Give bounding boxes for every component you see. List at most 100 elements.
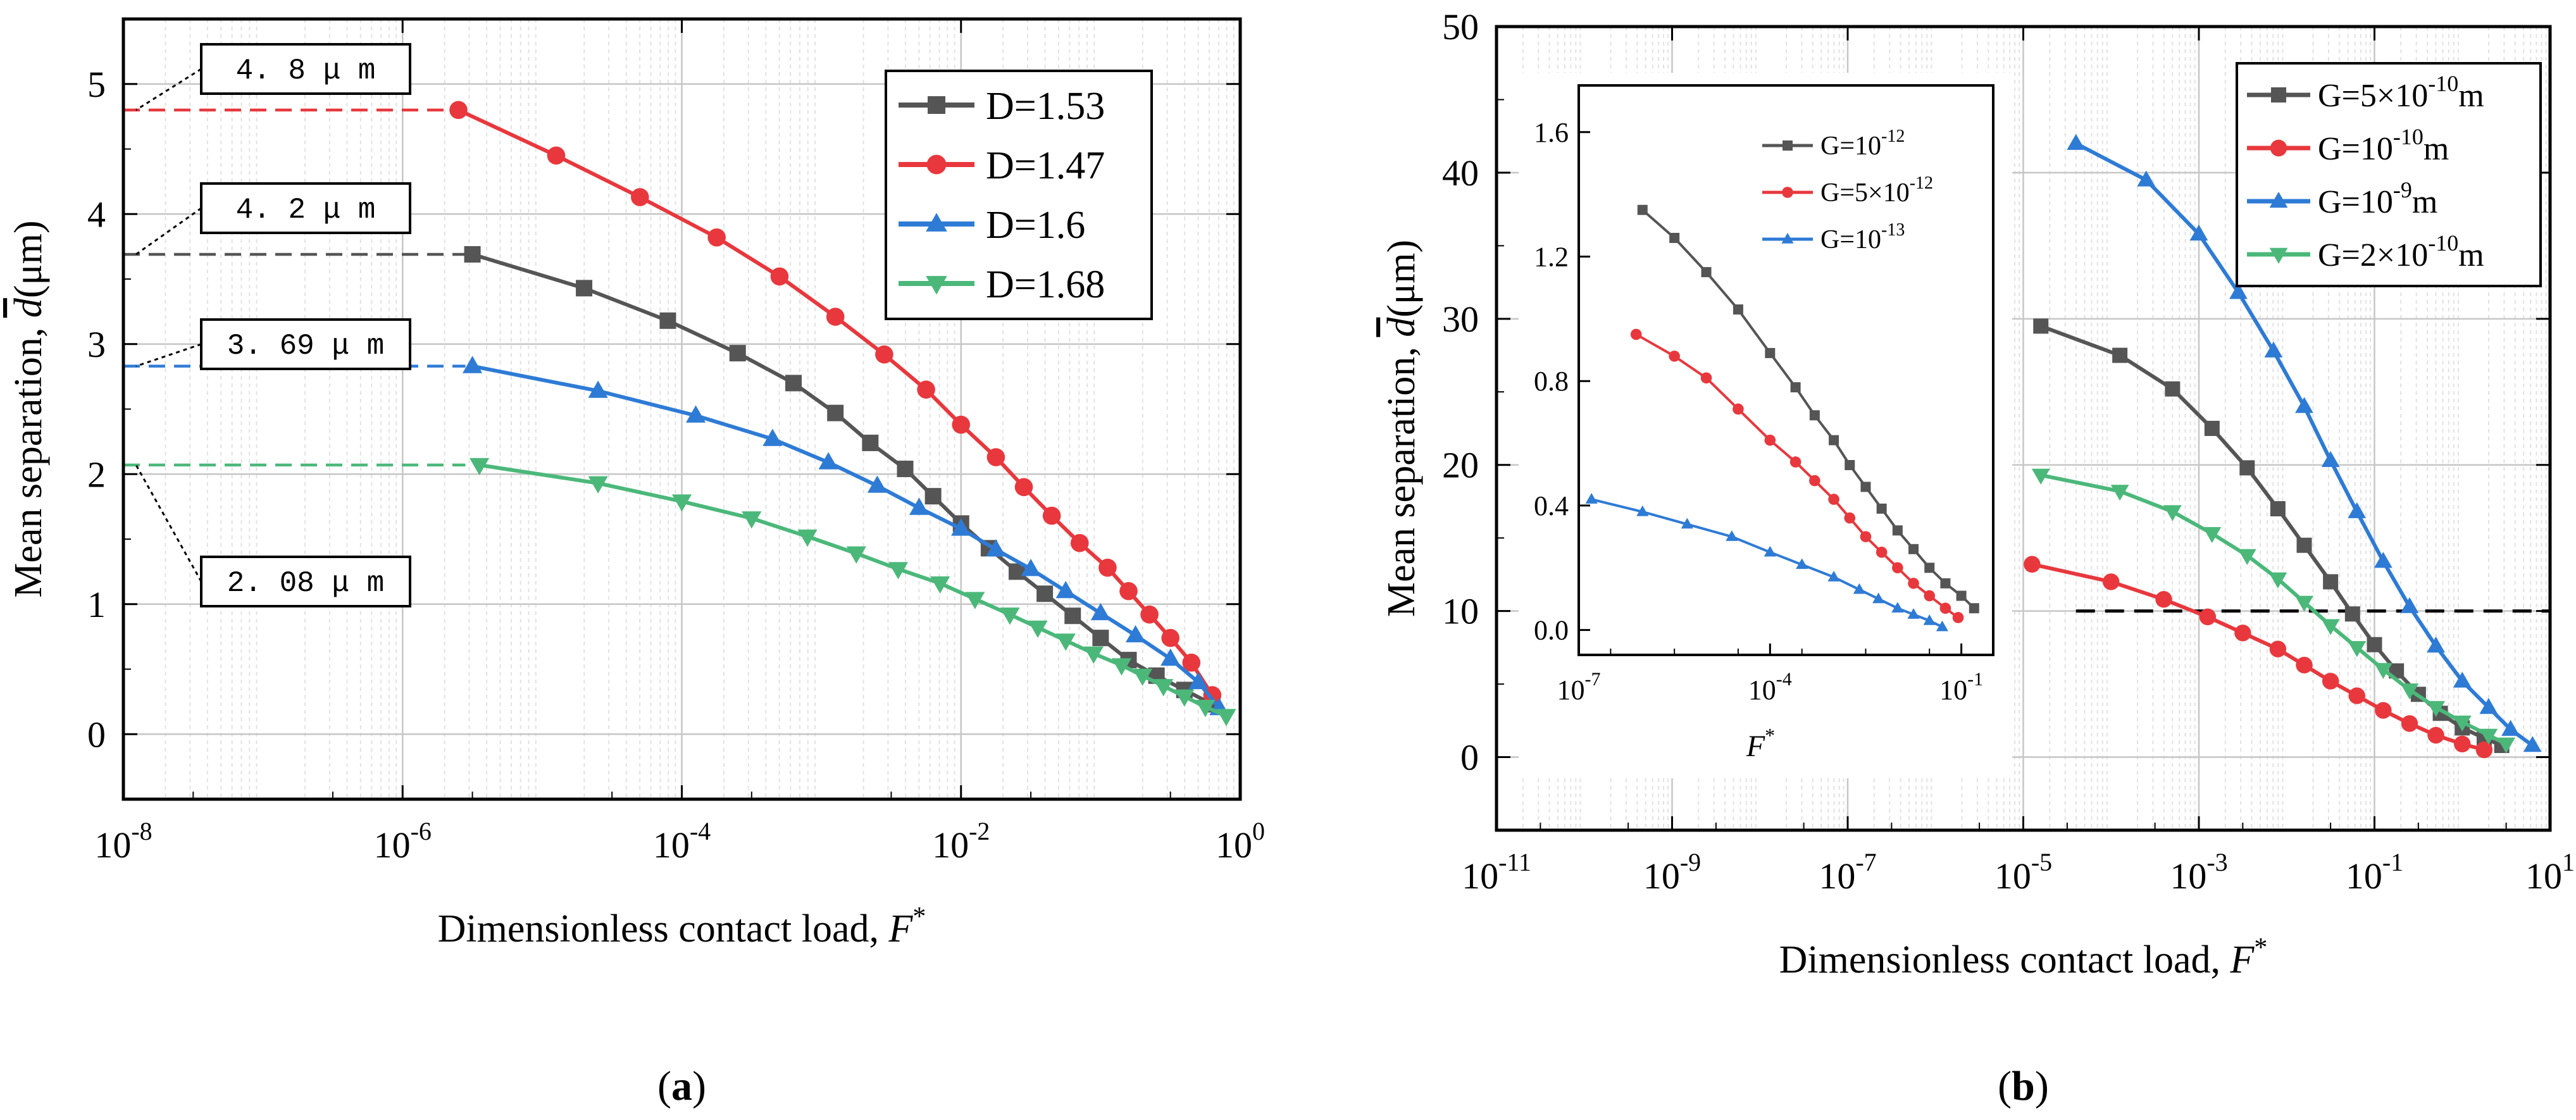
x-tick-label: 10-9 [1643, 848, 1701, 897]
a-data-point [1064, 607, 1081, 625]
b-data-point [2321, 619, 2340, 635]
b-data-point [2523, 736, 2542, 752]
a-data-point [1028, 620, 1048, 638]
b-data-point [2033, 318, 2049, 334]
inset-data-point [1969, 603, 1979, 614]
legend-marker [2269, 247, 2288, 264]
b-series-2 [2024, 556, 2493, 759]
b-data-point [2163, 505, 2182, 521]
a-data-point [1070, 533, 1089, 552]
a-data-point [1021, 559, 1041, 576]
panel-caption: (a) [657, 1063, 706, 1109]
inset-data-point [1872, 592, 1885, 604]
a-data-point [659, 312, 676, 329]
inset-data-point [1585, 493, 1598, 504]
b-data-point [2296, 656, 2313, 674]
b-data-point [2453, 715, 2472, 732]
b-data-point [2024, 556, 2041, 573]
x-axis-label: Dimensionless contact load, F* [1779, 933, 2268, 981]
inset-data-point [1860, 482, 1871, 492]
a-data-point [1014, 478, 1033, 497]
a-data-point [1174, 689, 1195, 707]
legend-label: D=1.68 [986, 263, 1105, 306]
b-series-4 [2031, 468, 2516, 754]
b-data-point [2479, 728, 2498, 745]
inset-background [1519, 73, 2012, 778]
x-tick-label: 10-3 [2170, 848, 2227, 897]
annotation-label: 3. 69 μ m [227, 330, 384, 363]
annotation-box [200, 43, 411, 95]
a-data-point [770, 267, 789, 286]
inset-data-point [1809, 475, 1820, 487]
b-data-point [2501, 719, 2520, 736]
b-data-point [2229, 283, 2248, 299]
a-data-point [729, 345, 746, 362]
legend-marker [2270, 139, 2287, 157]
x-tick-label: 10-2 [932, 817, 990, 866]
inset-data-point [1892, 562, 1903, 574]
inset-series-2 [1630, 328, 1964, 623]
b-data-point [2367, 637, 2382, 652]
a-data-point [707, 228, 726, 247]
x-tick-label: 10-4 [1748, 669, 1792, 706]
a-data-point [924, 488, 942, 505]
legend-marker [926, 276, 947, 295]
legend-marker [1782, 187, 1793, 198]
b-data-point [2427, 726, 2444, 744]
a-series-4 [469, 457, 1236, 726]
inset-data-point [1853, 583, 1865, 594]
inset-data-point [1636, 505, 1649, 516]
y-tick-label: 20 [1442, 445, 1479, 486]
inset-data-point [1796, 558, 1808, 569]
inset-data-point [1956, 590, 1967, 601]
b-data-point [2375, 702, 2392, 719]
legend-marker [928, 96, 945, 114]
a-data-point [1083, 646, 1104, 664]
a-data-point [818, 452, 838, 470]
y-tick-label: 40 [1442, 152, 1479, 194]
a-data-point [1140, 605, 1159, 624]
a-data-point [1055, 580, 1076, 599]
y-tick-label: 1.6 [1534, 117, 1569, 148]
y-tick-label: 0.8 [1534, 366, 1569, 397]
inset-data-point [1940, 578, 1951, 588]
inset-series-1 [1637, 204, 1979, 614]
a-data-point [909, 497, 930, 515]
a-data-point [469, 457, 490, 476]
y-tick-label: 1.2 [1534, 241, 1569, 272]
inset-series-line [1635, 333, 1959, 619]
inset-data-point [1876, 503, 1887, 514]
b-data-point [2400, 597, 2419, 613]
a-data-point [1154, 679, 1174, 697]
a-data-point [965, 592, 985, 609]
a-data-point [986, 539, 1006, 557]
inset-series-3 [1585, 493, 1948, 632]
inset-data-point [1701, 267, 1712, 278]
a-data-point [875, 345, 893, 364]
chart-panel-a: 10-8 10-6 10-4 10-2 100 0 1 2 3 4 5 Mean separation… [7, 17, 1265, 1109]
b-data-point [2269, 640, 2287, 657]
a-data-point [952, 415, 971, 434]
x-tick-label: 10-8 [94, 817, 152, 866]
inset-data-point [1924, 590, 1936, 602]
legend-label: G=10-13 [1820, 220, 1905, 254]
a-data-point [1098, 558, 1117, 577]
x-tick-label: 10-7 [1557, 669, 1601, 706]
legend-marker [2271, 87, 2286, 103]
b-data-point [2348, 641, 2367, 657]
y-tick-label: 1 [87, 584, 106, 625]
a-data-point [1119, 582, 1138, 600]
inset-chart: 10-7 10-4 10-1 0.0 0.4 0.8 1.2 1.6 F* G=10-12 G=5×… [1519, 73, 2012, 778]
annotation-box [200, 556, 411, 607]
x-tick-label: 10-1 [2346, 848, 2403, 897]
b-data-point [2344, 606, 2360, 622]
annotation-label: 4. 2 μ m [236, 194, 376, 227]
a-data-point [462, 356, 483, 373]
x-tick-label: 10-1 [1939, 669, 1983, 706]
b-data-point [2204, 421, 2220, 436]
a-data-point [827, 404, 844, 421]
b-data-point [2155, 590, 2172, 608]
legend-marker [926, 154, 947, 175]
inset-data-point [1733, 304, 1743, 315]
y-tick-label: 0 [1460, 737, 1479, 778]
